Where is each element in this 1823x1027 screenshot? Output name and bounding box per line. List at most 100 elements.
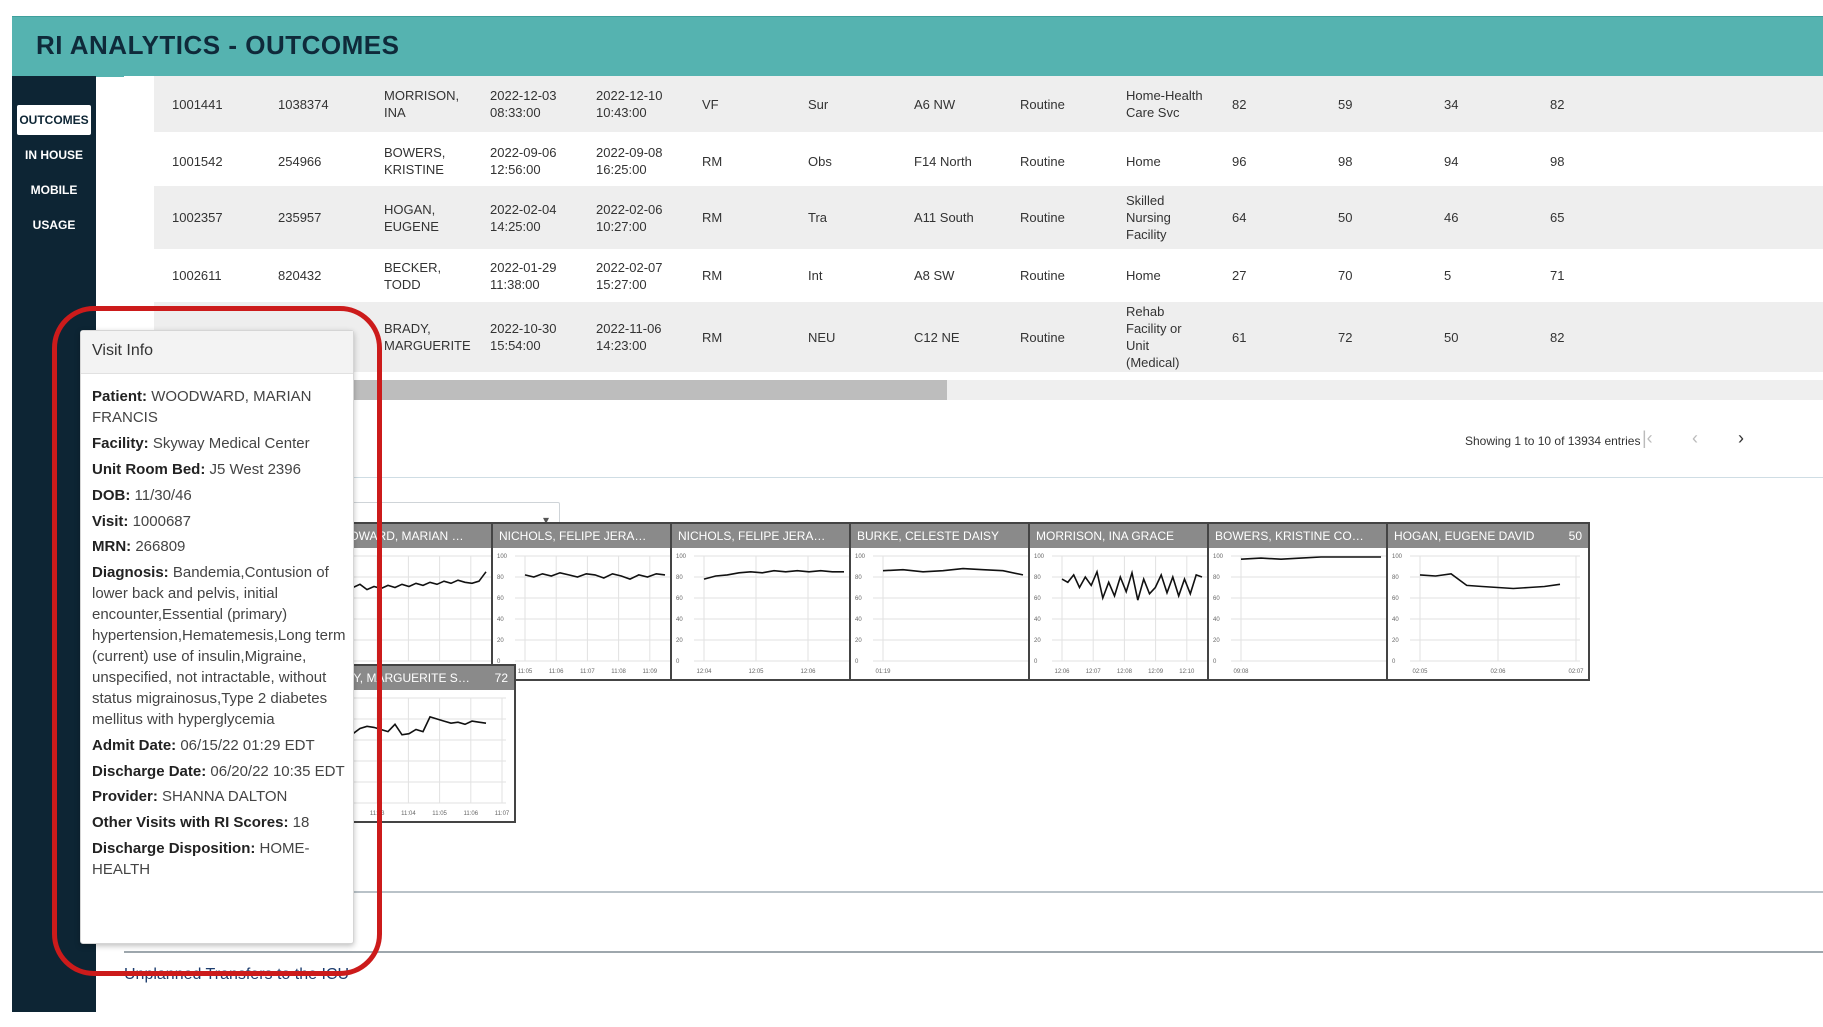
sparkline-card[interactable]: HOGAN, EUGENE DAVID 50 100 80 60 40 20 0 02:05 02… <box>1386 522 1590 681</box>
table-cell-s2: 59 <box>1338 97 1353 112</box>
y-tick-label: 20 <box>676 638 683 644</box>
table-row[interactable]: 1001542 254966 BOWERS, KRISTINE 2022-09-06 … <box>154 136 1823 186</box>
table-cell-visit: 1002357 <box>172 210 223 225</box>
y-tick-label: 20 <box>855 638 862 644</box>
y-tick-label: 80 <box>497 575 504 581</box>
table-cell-mrn: 820432 <box>278 268 322 283</box>
y-tick-label: 80 <box>676 575 683 581</box>
table-cell-mrn: 254966 <box>278 154 322 169</box>
y-tick-label: 0 <box>855 659 859 665</box>
x-tick-label: 12:05 <box>748 669 764 675</box>
tooltip-item-label: DOB: <box>92 486 131 504</box>
tooltip-item-value: J5 West 2396 <box>209 460 301 478</box>
table-cell-admit: 2022-12-03 08:33:00 <box>490 88 557 120</box>
y-tick-label: 80 <box>855 575 862 581</box>
sparkline-header: HOGAN, EUGENE DAVID 50 <box>1388 524 1588 548</box>
main-content: 1001441 1038374 MORRISON, INA 2022-12-03 08… <box>124 76 1823 1012</box>
tooltip-item-label: Discharge Disposition: <box>92 840 256 858</box>
tooltip-item: Visit: 1000687 <box>92 512 348 533</box>
tooltip-item: Discharge Date: 06/20/22 10:35 EDT <box>92 762 348 783</box>
table-cell-name: HOGAN, EUGENE <box>384 202 439 234</box>
sidebar-item-in-house[interactable]: IN HOUSE <box>24 148 83 162</box>
x-tick-label: 12:10 <box>1179 669 1195 675</box>
y-tick-label: 80 <box>1392 575 1399 581</box>
tooltip-item: Facility: Skyway Medical Center <box>92 434 348 455</box>
table-cell-s4: 65 <box>1550 210 1565 225</box>
y-tick-label: 0 <box>676 659 680 665</box>
table-cell-s1: 61 <box>1232 330 1247 345</box>
sidebar-item-mobile[interactable]: MOBILE <box>30 183 78 197</box>
tooltip-item: Discharge Disposition: HOME-HEALTH <box>92 839 348 881</box>
tooltip-item: Provider: SHANNA DALTON <box>92 787 348 808</box>
sparkline-card[interactable]: BOWERS, KRISTINE CONNIE98 100 80 60 40 20 0 09:… <box>1207 522 1411 681</box>
y-tick-label: 60 <box>1392 596 1399 602</box>
table-cell-s3: 94 <box>1444 154 1459 169</box>
sparkline-header: BOWERS, KRISTINE CONNIE98 <box>1209 524 1409 548</box>
sparkline-series <box>1240 556 1381 561</box>
sidebar-item-usage[interactable]: USAGE <box>32 218 76 232</box>
tooltip-item-label: Visit: <box>92 512 129 530</box>
tooltip-item-value: 266809 <box>135 538 186 556</box>
sparkline-card[interactable]: NICHOLS, FELIPE JERALD73 100 80 60 40 20 0 12:0… <box>670 522 874 681</box>
tooltip-item-label: Unit Room Bed: <box>92 460 206 478</box>
table-row[interactable]: BRADY, MARGUERITE 2022-10-30 15:54:00 2022… <box>154 302 1823 372</box>
sparkline-series <box>882 567 1024 576</box>
patient-name: MORRISON, INA GRACE <box>1036 529 1175 543</box>
tooltip-item-label: Facility: <box>92 434 149 452</box>
y-tick-label: 20 <box>497 638 504 644</box>
table-cell-discharge: 2022-02-06 10:27:00 <box>596 202 663 234</box>
y-tick-label: 60 <box>855 596 862 602</box>
table-cell-name: BOWERS, KRISTINE <box>384 145 446 177</box>
tooltip-item-value: Skyway Medical Center <box>152 434 310 452</box>
table-cell-service: NEU <box>808 330 836 345</box>
y-tick-label: 60 <box>1213 596 1220 602</box>
tooltip-item: Unit Room Bed: J5 West 2396 <box>92 460 348 481</box>
y-tick-label: 40 <box>1213 617 1220 623</box>
tooltip-item: Other Visits with RI Scores: 18 <box>92 813 348 834</box>
table-cell-s4: 71 <box>1550 268 1565 283</box>
sparkline-card[interactable]: NICHOLS, FELIPE JERALD70 100 80 60 40 20 0 11:0… <box>491 522 695 681</box>
table-row[interactable]: 1001441 1038374 MORRISON, INA 2022-12-03 08… <box>154 76 1823 132</box>
sparkline-header: NICHOLS, FELIPE JERALD70 <box>493 524 693 548</box>
table-cell-mrn: 235957 <box>278 210 322 225</box>
next-page-button[interactable]: › <box>1738 428 1744 448</box>
table-cell-disposition: Rehab Facility or Unit (Medical) <box>1126 304 1182 370</box>
table-row[interactable]: 1002611 820432 BECKER, TODD 2022-01-29 11:3… <box>154 249 1823 302</box>
x-tick-label: 12:06 <box>1054 669 1070 675</box>
table-cell-s1: 27 <box>1232 268 1247 283</box>
tooltip-item-value: SHANNA DALTON <box>162 788 288 806</box>
table-cell-service: Int <box>808 268 823 283</box>
tooltip-item-label: Admit Date: <box>92 736 177 754</box>
x-tick-label: 11:07 <box>580 669 595 675</box>
y-tick-label: 0 <box>497 659 501 665</box>
table-cell-s1: 82 <box>1232 97 1247 112</box>
sparkline-header: BURKE, CELESTE DAISY73 <box>851 524 1051 548</box>
table-cell-s1: 64 <box>1232 210 1247 225</box>
y-tick-label: 0 <box>1392 659 1396 665</box>
y-tick-label: 20 <box>1034 638 1041 644</box>
sparkline-header: NICHOLS, FELIPE JERALD73 <box>672 524 872 548</box>
table-cell-visit: 1002611 <box>172 268 222 283</box>
table-row[interactable]: 1002357 235957 HOGAN, EUGENE 2022-02-04 14:… <box>154 186 1823 249</box>
first-page-button[interactable]: |‹ <box>1642 428 1653 448</box>
patient-name: HOGAN, EUGENE DAVID <box>1394 529 1535 543</box>
table-cell-visit: 1001441 <box>172 97 223 112</box>
table-cell-s3: 34 <box>1444 97 1459 112</box>
table-cell-service: Obs <box>808 154 832 169</box>
table-cell-name: BRADY, MARGUERITE <box>384 321 471 353</box>
section-title-icu-transfers[interactable]: Unplanned Transfers to the ICU <box>124 966 350 983</box>
sparkline-chart: 10080604020011:0511:0611:0711:0811:0911:… <box>497 554 689 675</box>
prev-page-button[interactable]: ‹ <box>1692 428 1698 448</box>
tooltip-item-label: MRN: <box>92 538 132 556</box>
sparkline-card[interactable]: BURKE, CELESTE DAISY73 100 80 60 40 20 0 01:19 0… <box>849 522 1053 681</box>
table-cell-service: Tra <box>808 210 828 225</box>
sparkline-card[interactable]: MORRISON, INA GRACE59 100 80 60 40 20 0 12:06 12… <box>1028 522 1232 681</box>
sidebar-item-outcomes[interactable]: OUTCOMES <box>17 105 91 135</box>
table-cell-s4: 82 <box>1550 330 1565 345</box>
table-cell-discharge: 2022-09-08 16:25:00 <box>596 145 663 177</box>
sparkline-series <box>703 569 844 580</box>
horizontal-scrollbar[interactable] <box>154 380 1823 400</box>
table-cell-s4: 98 <box>1550 154 1565 169</box>
table-cell-s3: 5 <box>1444 268 1452 283</box>
